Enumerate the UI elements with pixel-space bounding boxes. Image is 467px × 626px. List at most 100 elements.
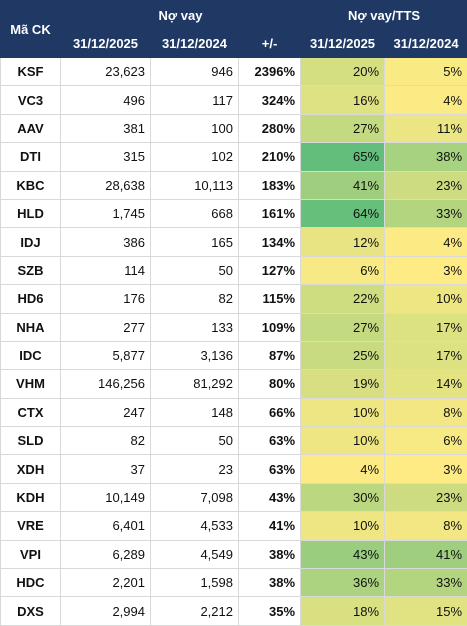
cell-debt-2025: 176 [61, 285, 151, 313]
cell-code: VC3 [1, 86, 61, 114]
cell-change: 38% [239, 540, 301, 568]
cell-debt-2024: 100 [151, 114, 239, 142]
cell-ratio-2025: 16% [301, 86, 385, 114]
cell-code: VRE [1, 512, 61, 540]
header-date-2024: 31/12/2024 [151, 30, 239, 58]
cell-ratio-2024: 6% [385, 427, 467, 455]
cell-ratio-2025: 20% [301, 58, 385, 86]
cell-debt-2024: 165 [151, 228, 239, 256]
cell-debt-2025: 1,745 [61, 199, 151, 227]
cell-debt-2025: 28,638 [61, 171, 151, 199]
cell-ratio-2025: 19% [301, 370, 385, 398]
cell-debt-2024: 2,212 [151, 597, 239, 625]
header-ratio-2024: 31/12/2024 [385, 30, 467, 58]
cell-code: SZB [1, 256, 61, 284]
cell-ratio-2025: 4% [301, 455, 385, 483]
cell-ratio-2024: 17% [385, 313, 467, 341]
cell-change: 41% [239, 512, 301, 540]
cell-code: CTX [1, 398, 61, 426]
cell-change: 183% [239, 171, 301, 199]
cell-ratio-2025: 36% [301, 569, 385, 597]
cell-ratio-2024: 41% [385, 540, 467, 568]
cell-code: AAV [1, 114, 61, 142]
cell-ratio-2024: 23% [385, 171, 467, 199]
cell-ratio-2024: 33% [385, 569, 467, 597]
cell-change: 134% [239, 228, 301, 256]
cell-code: HDC [1, 569, 61, 597]
cell-change: 63% [239, 455, 301, 483]
cell-ratio-2024: 10% [385, 285, 467, 313]
header-change: +/- [239, 30, 301, 58]
cell-change: 63% [239, 427, 301, 455]
cell-ratio-2025: 25% [301, 341, 385, 369]
cell-ratio-2024: 15% [385, 597, 467, 625]
cell-debt-2025: 146,256 [61, 370, 151, 398]
cell-code: XDH [1, 455, 61, 483]
cell-change: 127% [239, 256, 301, 284]
cell-debt-2024: 10,113 [151, 171, 239, 199]
cell-code: HLD [1, 199, 61, 227]
cell-ratio-2025: 12% [301, 228, 385, 256]
cell-debt-2025: 2,201 [61, 569, 151, 597]
cell-code: IDJ [1, 228, 61, 256]
cell-debt-2024: 148 [151, 398, 239, 426]
cell-ratio-2025: 10% [301, 398, 385, 426]
cell-change: 324% [239, 86, 301, 114]
cell-ratio-2025: 27% [301, 114, 385, 142]
cell-change: 43% [239, 483, 301, 511]
cell-change: 210% [239, 143, 301, 171]
cell-code: IDC [1, 341, 61, 369]
cell-ratio-2024: 4% [385, 228, 467, 256]
header-ratio-2025: 31/12/2025 [301, 30, 385, 58]
cell-change: 115% [239, 285, 301, 313]
cell-ratio-2024: 8% [385, 398, 467, 426]
cell-ratio-2024: 3% [385, 256, 467, 284]
cell-ratio-2024: 23% [385, 483, 467, 511]
cell-debt-2025: 37 [61, 455, 151, 483]
cell-code: DXS [1, 597, 61, 625]
cell-debt-2024: 946 [151, 58, 239, 86]
cell-ratio-2024: 14% [385, 370, 467, 398]
cell-debt-2025: 247 [61, 398, 151, 426]
cell-code: VPI [1, 540, 61, 568]
cell-ratio-2025: 27% [301, 313, 385, 341]
cell-debt-2024: 7,098 [151, 483, 239, 511]
cell-change: 66% [239, 398, 301, 426]
cell-ratio-2025: 22% [301, 285, 385, 313]
cell-debt-2024: 102 [151, 143, 239, 171]
cell-code: NHA [1, 313, 61, 341]
cell-debt-2024: 82 [151, 285, 239, 313]
cell-ratio-2025: 6% [301, 256, 385, 284]
cell-code: HD6 [1, 285, 61, 313]
cell-debt-2024: 3,136 [151, 341, 239, 369]
cell-debt-2024: 50 [151, 427, 239, 455]
cell-change: 80% [239, 370, 301, 398]
cell-debt-2025: 381 [61, 114, 151, 142]
cell-debt-2024: 668 [151, 199, 239, 227]
cell-debt-2024: 50 [151, 256, 239, 284]
cell-change: 38% [239, 569, 301, 597]
cell-debt-2025: 6,289 [61, 540, 151, 568]
cell-debt-2025: 6,401 [61, 512, 151, 540]
cell-ratio-2025: 41% [301, 171, 385, 199]
header-date-2025: 31/12/2025 [61, 30, 151, 58]
cell-debt-2024: 133 [151, 313, 239, 341]
cell-code: KDH [1, 483, 61, 511]
cell-debt-2025: 386 [61, 228, 151, 256]
cell-ratio-2024: 33% [385, 199, 467, 227]
